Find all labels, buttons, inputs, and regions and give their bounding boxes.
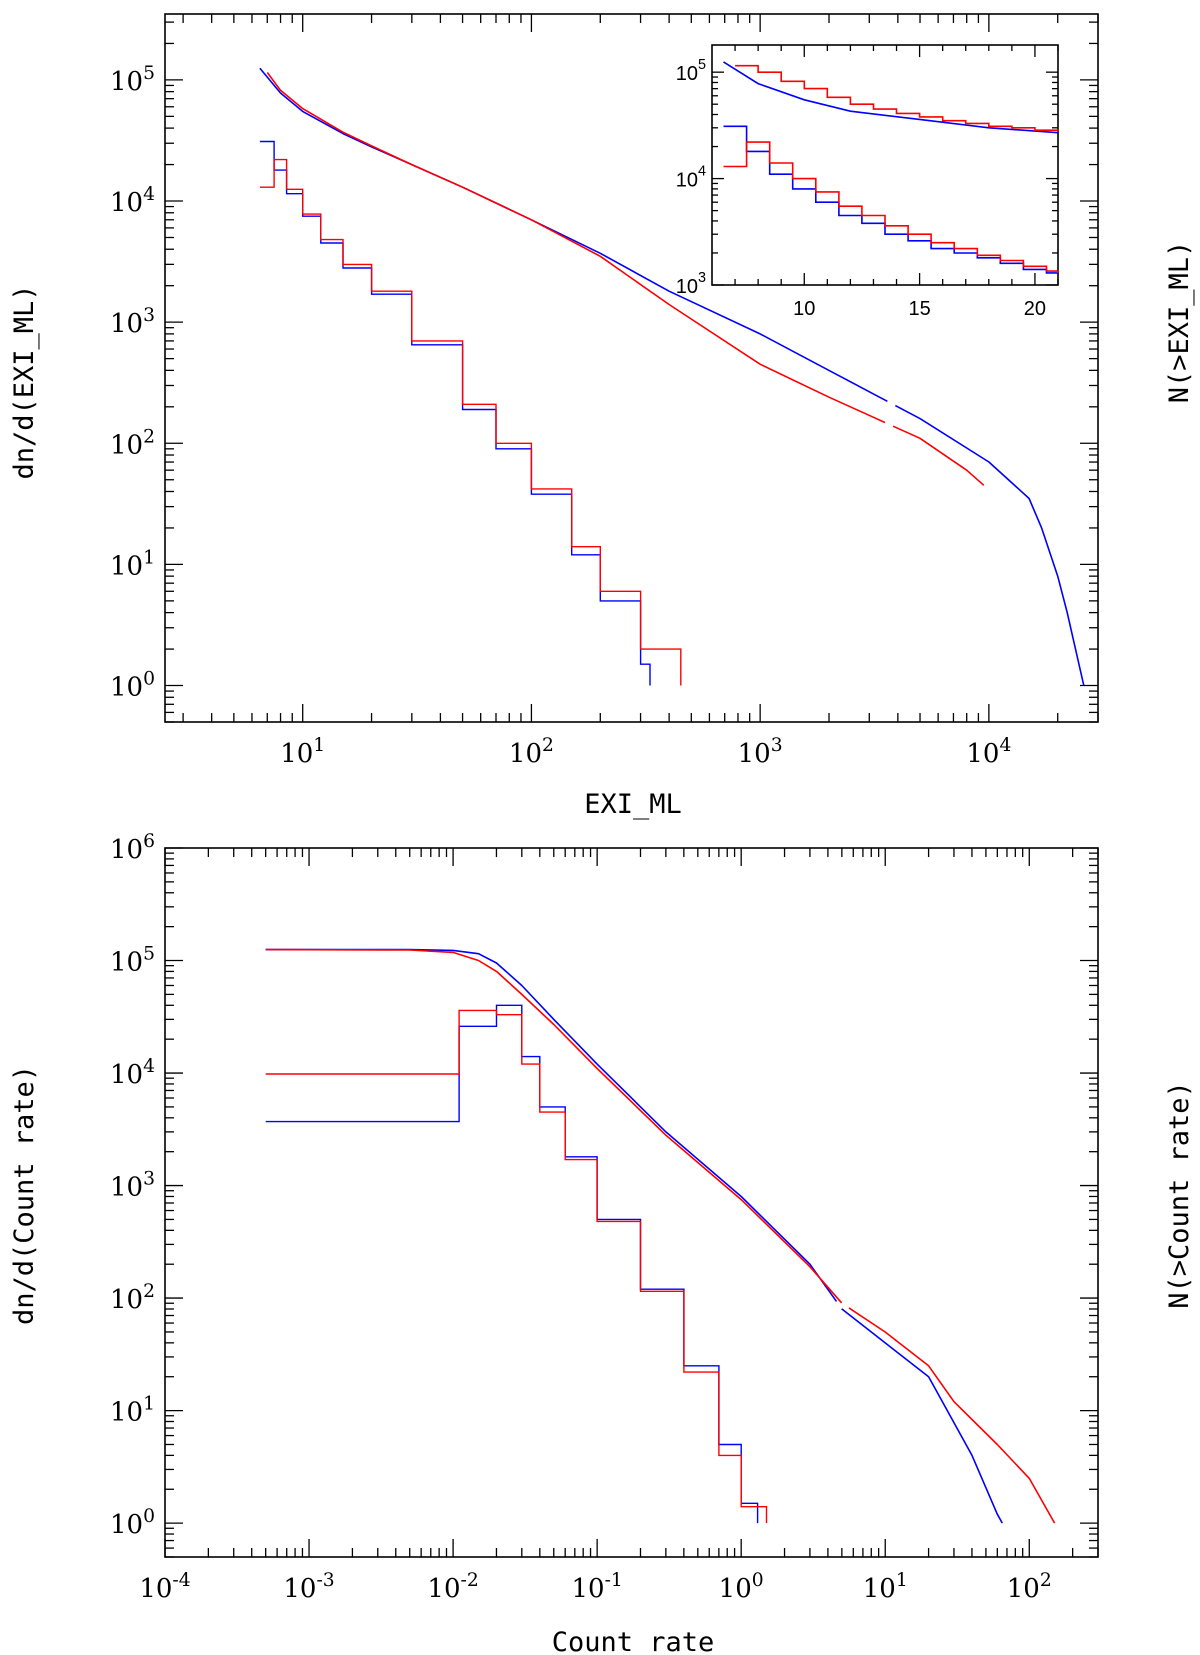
bottom-x-tick-label: 10-1: [571, 1570, 622, 1604]
bottom-x-tick-label: 100: [719, 1570, 764, 1604]
bottom-x-tick-label: 101: [863, 1570, 908, 1604]
bottom-x-tick-label: 10-4: [139, 1570, 190, 1604]
top-y-tick-label: 105: [110, 63, 155, 97]
bottom-y-axis-label-right: N(>Count rate): [1164, 1081, 1195, 1309]
bottom-y-tick-label: 104: [110, 1056, 155, 1090]
inset-y-tick-label: 104: [676, 164, 706, 192]
top-cumulative-blue-line: [259, 67, 1085, 686]
bottom-differential-red-line: [265, 1009, 768, 1524]
bottom-x-axis-label: Count rate: [552, 1627, 715, 1655]
inset-x-tick-label: 10: [793, 298, 815, 320]
bottom-panel: 10-4 10-3 10-2 10-1 100 101 102 100 101 102 103 104…: [110, 831, 1099, 1604]
top-y-tick-label: 103: [110, 305, 155, 339]
inset-inset-diff-blue-line: [723, 125, 1059, 275]
bottom-y-axis-label-left: dn/d(Count rate): [9, 1065, 40, 1325]
top-x-tick-label: 103: [738, 735, 783, 769]
bottom-y-tick-label: 101: [110, 1394, 155, 1428]
bottom-cumulative-blue-line: [265, 948, 1003, 1524]
inset-frame: [711, 44, 1059, 286]
top-inset-panel: 10 15 20 103 104 105: [676, 44, 1059, 320]
top-y-tick-label: 102: [110, 426, 155, 460]
top-y-axis-label-right: N(>EXI_ML): [1164, 241, 1195, 404]
bottom-frame: [164, 847, 1099, 1558]
inset-x-tick-label: 15: [908, 298, 930, 320]
top-x-tick-label: 104: [966, 735, 1011, 769]
top-y-axis-label-left: dn/d(EXI_ML): [9, 284, 40, 479]
top-x-tick-label: 101: [280, 735, 325, 769]
bottom-y-tick-label: 102: [110, 1281, 155, 1315]
bottom-y-tick-label: 100: [110, 1506, 155, 1540]
inset-inset-diff-red-line: [723, 141, 1059, 273]
top-y-tick-label: 101: [110, 547, 155, 581]
top-y-tick-label: 104: [110, 184, 155, 218]
top-x-axis-label: EXI_ML: [584, 789, 682, 820]
bottom-x-tick-label: 10-2: [427, 1570, 478, 1604]
inset-x-tick-label: 20: [1024, 298, 1046, 320]
bottom-cumulative-red-line: [265, 948, 1056, 1524]
top-cumulative-red-line: [266, 72, 985, 486]
top-differential-red-line: [259, 158, 682, 686]
top-panel: 101 102 103 104 100 101 102 103 104 105: [110, 13, 1099, 769]
inset-y-tick-label: 105: [676, 57, 706, 85]
bottom-x-tick-label: 10-3: [283, 1570, 334, 1604]
inset-y-tick-label: 103: [676, 270, 706, 298]
top-x-tick-label: 102: [509, 735, 554, 769]
bottom-differential-blue-line: [265, 1004, 759, 1524]
bottom-y-tick-label: 105: [110, 944, 155, 978]
inset-inset-cum-blue-line: [723, 61, 1059, 134]
bottom-y-tick-label: 103: [110, 1169, 155, 1203]
top-frame: [164, 13, 1099, 723]
bottom-y-tick-label: 106: [110, 831, 155, 865]
top-differential-blue-line: [259, 140, 651, 686]
bottom-x-tick-label: 102: [1007, 1570, 1052, 1604]
inset-inset-cum-red-line: [735, 64, 1059, 132]
top-y-tick-label: 100: [110, 669, 155, 703]
